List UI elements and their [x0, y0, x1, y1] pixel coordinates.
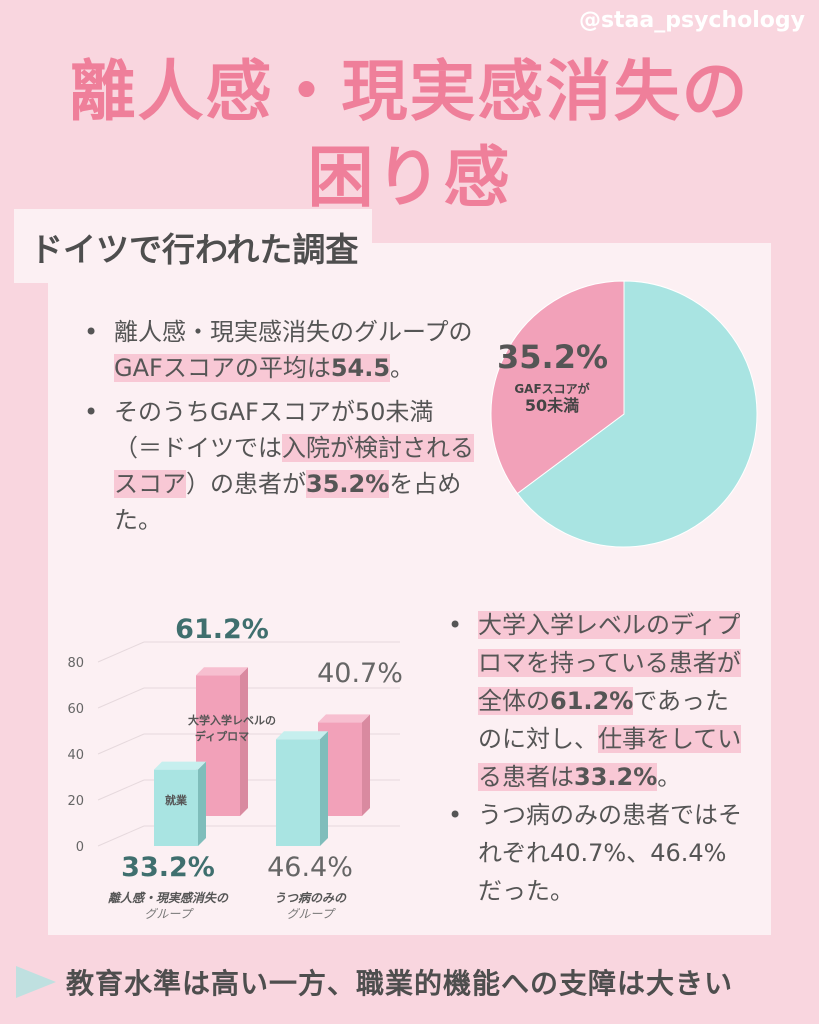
pie-label-line1: GAFスコアが — [514, 382, 590, 396]
bar-value-label: 33.2% — [121, 852, 215, 883]
bullet-depression-only: • うつ病のみの患者ではそれぞれ40.7%、46.4%だった。 — [448, 796, 748, 910]
employment-value: 33.2% — [574, 763, 658, 791]
bar-side — [240, 667, 248, 816]
subtitle: ドイツで行われた調査 — [14, 209, 373, 283]
pie-slice-gaf-under-50 — [490, 280, 625, 495]
bullet-diploma-vs-work: • 大学入学レベルのディプロマを持っている患者が全体の61.2%であったのに対し… — [448, 606, 748, 796]
top-bullet-list: • 離人感・現実感消失のグループの GAFスコアの平均は54.5。 • そのうちG… — [84, 314, 474, 546]
bullet-dot-icon: • — [448, 611, 463, 639]
category-label: グループ — [286, 907, 336, 921]
diploma-value: 61.2% — [550, 687, 634, 715]
bullet-text-mid: であったのに対し、 — [478, 687, 730, 753]
series-label-diploma: 大学入学レベルの — [188, 713, 276, 727]
bar-employment — [154, 769, 198, 846]
gridline-depth — [97, 779, 145, 801]
gaf-average-value: 54.5 — [330, 354, 391, 382]
gridline-depth — [97, 687, 145, 709]
bar-top — [154, 761, 206, 770]
account-handle: @staa_psychology — [578, 8, 805, 33]
title-line-1: 離人感・現実感消失の — [69, 53, 750, 130]
bar-value-label: 61.2% — [175, 614, 269, 645]
pie-slice-label: GAFスコアが 50未満 — [497, 382, 607, 416]
series-label-employment: 就業 — [165, 793, 188, 807]
takeaway-text: 教育水準は高い一方、職業的機能への支障は大きい — [66, 967, 734, 1000]
bar-side — [198, 761, 206, 846]
bullet-dot-icon: • — [84, 318, 99, 346]
series-label-diploma: ディプロマ — [195, 729, 249, 743]
category-label: 離人感・現実感消失の — [108, 891, 229, 905]
bar-top — [196, 667, 248, 676]
bullet-text: うつ病のみの患者ではそれぞれ40.7%、46.4%だった。 — [478, 801, 742, 905]
bullet-gaf-under-50: • そのうちGAFスコアが50未満（＝ドイツでは入院が検討されるスコア）の患者が… — [84, 394, 474, 538]
bar-side — [362, 714, 370, 816]
bullet-text: 離人感・現実感消失のグループの — [114, 318, 473, 346]
bullet-text-end: 。 — [657, 763, 682, 791]
bar-top — [318, 714, 370, 723]
bullet-dot-icon: • — [84, 398, 99, 426]
bullet-dot-icon: • — [448, 801, 463, 829]
y-tick-label: 20 — [67, 794, 84, 809]
pie-label-line2: 50未満 — [524, 396, 580, 415]
y-tick-label: 80 — [67, 656, 84, 671]
category-label: うつ病のみの — [274, 891, 347, 905]
pie-slice-other — [516, 280, 758, 548]
bullet-text-end: 。 — [390, 354, 415, 382]
bar-top — [276, 731, 328, 740]
bullet-text-mid: ）の患者が — [186, 470, 306, 498]
gaf-under-50-value: 35.2% — [306, 470, 390, 498]
gridline-depth — [97, 825, 145, 847]
gaf-pie-chart — [490, 280, 758, 548]
y-tick-label: 60 — [67, 702, 84, 717]
title-line-2: 困り感 — [307, 139, 512, 216]
bullet-text-end: を占めた。 — [114, 470, 462, 534]
pie-percent-label: 35.2% — [497, 338, 609, 376]
bar-employment — [276, 739, 320, 846]
category-label: グループ — [144, 907, 194, 921]
bullet-gaf-average: • 離人感・現実感消失のグループの GAFスコアの平均は54.5。 — [84, 314, 474, 386]
play-arrow-icon — [16, 966, 56, 998]
bar-value-label: 46.4% — [267, 852, 353, 883]
bottom-bullet-list: • 大学入学レベルのディプロマを持っている患者が全体の61.2%であったのに対し… — [448, 606, 748, 918]
bar-side — [320, 731, 328, 846]
gridline-depth — [97, 733, 145, 755]
y-tick-label: 0 — [76, 840, 84, 855]
y-tick-label: 40 — [67, 748, 84, 763]
bar-value-label: 40.7% — [317, 658, 403, 689]
highlight-text: GAFスコアの平均は — [114, 354, 331, 382]
gridline-depth — [97, 641, 145, 663]
bullet-text: そのうちGAFスコアが50未満（＝ドイツでは — [114, 398, 434, 462]
